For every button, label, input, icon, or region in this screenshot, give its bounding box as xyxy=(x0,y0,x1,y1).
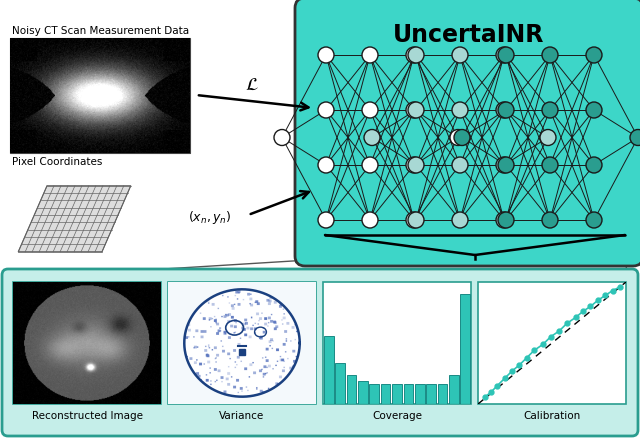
Text: Calibration: Calibration xyxy=(524,411,580,421)
Bar xyxy=(404,384,413,404)
Polygon shape xyxy=(19,186,131,252)
Circle shape xyxy=(496,102,512,118)
Bar xyxy=(392,384,402,404)
Circle shape xyxy=(630,130,640,145)
Circle shape xyxy=(450,130,466,145)
Circle shape xyxy=(586,212,602,228)
Circle shape xyxy=(408,157,424,173)
Bar xyxy=(381,384,390,404)
Text: Noisy CT Scan Measurement Data: Noisy CT Scan Measurement Data xyxy=(12,26,189,36)
Circle shape xyxy=(362,102,378,118)
Bar xyxy=(478,282,626,404)
Circle shape xyxy=(452,157,468,173)
Circle shape xyxy=(496,47,512,63)
Circle shape xyxy=(586,157,602,173)
Bar xyxy=(426,384,436,404)
Bar xyxy=(13,282,161,404)
Text: Coverage: Coverage xyxy=(372,411,422,421)
Circle shape xyxy=(496,212,512,228)
Bar xyxy=(438,384,447,404)
Circle shape xyxy=(318,212,334,228)
Circle shape xyxy=(406,157,422,173)
Text: Variance: Variance xyxy=(220,411,264,421)
Bar xyxy=(168,282,316,404)
Bar xyxy=(324,336,333,404)
Circle shape xyxy=(498,212,514,228)
FancyBboxPatch shape xyxy=(2,269,638,436)
Bar xyxy=(369,384,379,404)
Circle shape xyxy=(498,157,514,173)
Circle shape xyxy=(406,102,422,118)
FancyBboxPatch shape xyxy=(295,0,640,266)
Circle shape xyxy=(406,47,422,63)
Circle shape xyxy=(542,102,558,118)
Bar xyxy=(415,384,424,404)
Text: $\mathcal{L}$: $\mathcal{L}$ xyxy=(245,76,259,94)
Text: $(x_n, y_n)$: $(x_n, y_n)$ xyxy=(188,209,232,226)
Circle shape xyxy=(408,102,424,118)
Circle shape xyxy=(542,157,558,173)
Circle shape xyxy=(408,212,424,228)
Circle shape xyxy=(454,130,470,145)
Circle shape xyxy=(496,157,512,173)
Circle shape xyxy=(318,157,334,173)
Bar xyxy=(347,374,356,404)
Circle shape xyxy=(586,47,602,63)
Circle shape xyxy=(498,47,514,63)
Bar xyxy=(358,381,368,404)
Text: Reconstructed Image: Reconstructed Image xyxy=(31,411,143,421)
Circle shape xyxy=(586,102,602,118)
Circle shape xyxy=(408,47,424,63)
Bar xyxy=(335,364,345,404)
Circle shape xyxy=(498,102,514,118)
Circle shape xyxy=(542,47,558,63)
Bar xyxy=(10,38,190,153)
Circle shape xyxy=(318,102,334,118)
Circle shape xyxy=(452,47,468,63)
Text: Pixel Coordinates: Pixel Coordinates xyxy=(12,157,102,167)
Bar xyxy=(460,294,470,404)
Circle shape xyxy=(542,212,558,228)
Bar xyxy=(449,374,459,404)
Circle shape xyxy=(364,130,380,145)
Circle shape xyxy=(362,212,378,228)
Circle shape xyxy=(406,212,422,228)
Circle shape xyxy=(452,212,468,228)
Bar xyxy=(323,282,471,404)
Circle shape xyxy=(452,102,468,118)
Circle shape xyxy=(362,47,378,63)
Circle shape xyxy=(540,130,556,145)
Text: UncertaINR: UncertaINR xyxy=(394,23,545,47)
Circle shape xyxy=(318,47,334,63)
Circle shape xyxy=(274,130,290,145)
Circle shape xyxy=(362,157,378,173)
